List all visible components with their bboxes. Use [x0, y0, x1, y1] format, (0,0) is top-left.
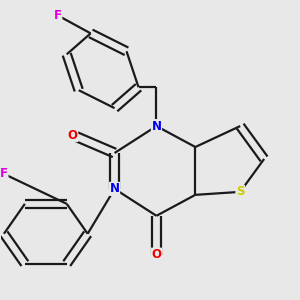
Text: F: F	[0, 167, 8, 180]
Text: O: O	[152, 248, 161, 261]
Text: N: N	[152, 120, 161, 133]
Text: S: S	[236, 185, 244, 198]
Text: F: F	[54, 9, 62, 22]
Text: N: N	[110, 182, 120, 195]
Text: O: O	[68, 128, 78, 142]
